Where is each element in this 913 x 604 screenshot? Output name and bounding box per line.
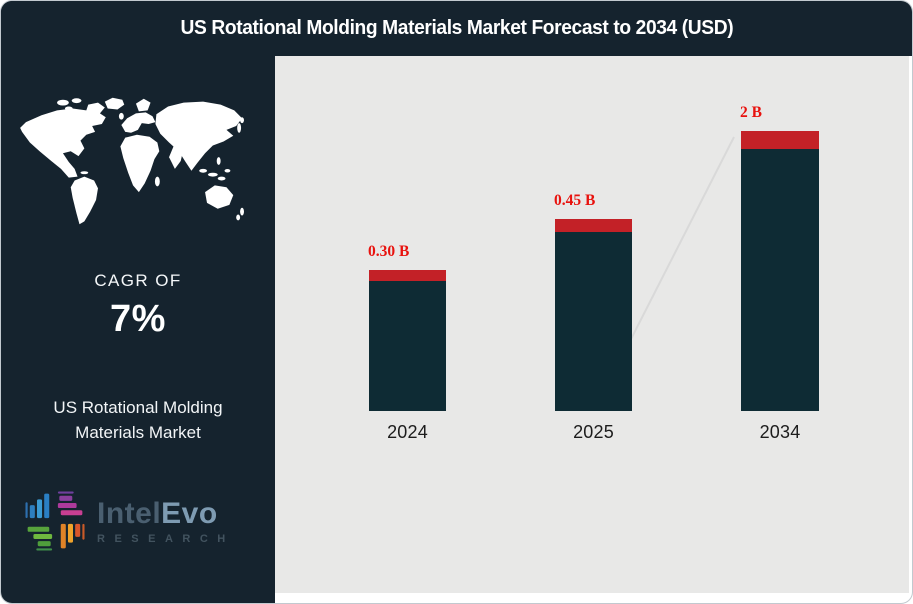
world-map-graphic [11, 89, 257, 235]
brand-intel: Intel [97, 496, 162, 530]
logo-text: IntelEvo RESEARCH [97, 496, 235, 545]
cagr-label: CAGR OF [94, 271, 182, 290]
market-name-line1: US Rotational Molding [53, 398, 223, 417]
title-bar: US Rotational Molding Materials Market F… [1, 1, 912, 56]
x-axis-label: 2025 [573, 422, 614, 442]
bar-column [369, 270, 446, 411]
x-axis-label: 2024 [387, 422, 428, 442]
market-name-line2: Materials Market [75, 423, 201, 442]
market-name: US Rotational Molding Materials Market [1, 395, 275, 445]
bar-value-label: 0.30 B [368, 243, 410, 260]
bar-value-label: 2 B [740, 104, 762, 121]
bar-column [555, 219, 632, 411]
bar-cap [555, 219, 632, 232]
world-map-icon [20, 97, 244, 225]
chart-panel: 0.30 B 2024 0.45 B 2025 2 B 2034 [275, 56, 909, 593]
brand-name: IntelEvo [97, 496, 235, 530]
bar-group: 0.30 B 2024 [368, 243, 446, 442]
page-title: US Rotational Molding Materials Market F… [180, 17, 733, 39]
x-axis-label: 2034 [759, 422, 801, 442]
intelevo-logo: IntelEvo RESEARCH [19, 485, 235, 557]
brand-subtitle: RESEARCH [97, 532, 235, 545]
sidebar: CAGR OF 7% US Rotational Molding Materia… [1, 1, 275, 603]
bar-column [741, 131, 819, 411]
bar-value-label: 0.45 B [554, 192, 596, 209]
bar-cap [369, 270, 446, 281]
brand-evo: Evo [161, 496, 218, 530]
bar-group: 2 B 2034 [740, 104, 819, 442]
bar-cap [741, 131, 819, 149]
intelevo-logo-icon [25, 491, 85, 551]
cagr-value: 7% [110, 298, 166, 340]
bar-group: 0.45 B 2025 [554, 192, 632, 442]
